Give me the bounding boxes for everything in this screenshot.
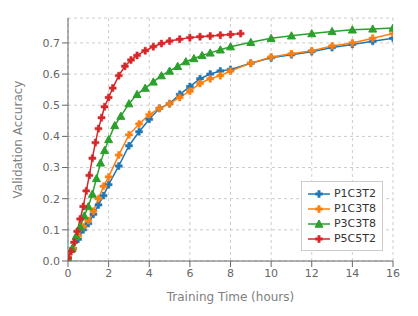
svg-text:10: 10	[264, 267, 278, 280]
svg-text:0.2: 0.2	[43, 193, 61, 206]
svg-text:Training Time (hours): Training Time (hours)	[166, 290, 294, 304]
svg-text:0.7: 0.7	[43, 37, 61, 50]
svg-text:14: 14	[345, 267, 359, 280]
svg-text:0.5: 0.5	[43, 99, 61, 112]
html-text:P1C3T8: P1C3T8	[334, 202, 376, 215]
svg-text:0: 0	[65, 267, 72, 280]
svg-text:16: 16	[386, 267, 400, 280]
svg-text:0.1: 0.1	[43, 224, 61, 237]
svg-text:4: 4	[146, 267, 153, 280]
svg-text:12: 12	[305, 267, 319, 280]
svg-text:0.3: 0.3	[43, 161, 61, 174]
html-text:P1C3T2: P1C3T2	[334, 187, 376, 200]
svg-text:2: 2	[105, 267, 112, 280]
html-text:P3C3T8: P3C3T8	[334, 217, 376, 230]
svg-text:6: 6	[186, 267, 193, 280]
svg-text:0.0: 0.0	[43, 255, 61, 268]
svg-text:Validation Accuracy: Validation Accuracy	[11, 81, 25, 199]
svg-text:0.4: 0.4	[43, 130, 61, 143]
svg-text:0.6: 0.6	[43, 68, 61, 81]
html-text:P5C5T2: P5C5T2	[334, 232, 376, 245]
svg-text:8: 8	[227, 267, 234, 280]
